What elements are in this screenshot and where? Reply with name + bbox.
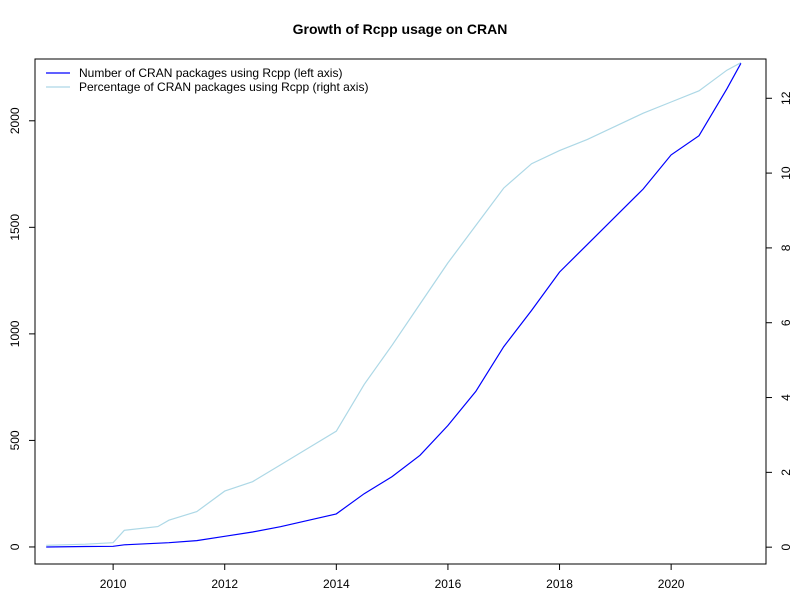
y-tick-label-right: 4 [779,394,793,401]
plot-frame [34,58,767,565]
y-tick-label-left: 2000 [8,107,22,134]
x-tick-label: 2018 [546,577,573,591]
x-tick-label: 2012 [211,577,238,591]
y-tick-label-right: 6 [779,319,793,326]
y-tick-label-right: 0 [779,544,793,551]
y-tick-label-right: 2 [779,469,793,476]
y-tick-label-left: 500 [8,430,22,450]
plot-lines [46,62,742,548]
x-tick-label: 2014 [323,577,350,591]
y-tick-label-right: 10 [779,166,793,180]
legend: Number of CRAN packages using Rcpp (left… [46,66,368,94]
y-axis-left: 0 500 1000 1500 2000 [8,107,35,550]
y-axis-right: 0 2 4 6 8 10 12 [766,91,793,551]
legend-label-0: Number of CRAN packages using Rcpp (left… [79,66,342,80]
x-tick-label: 2010 [100,577,127,591]
chart-title: Growth of Rcpp usage on CRAN [293,21,508,37]
x-tick-label: 2020 [658,577,685,591]
y-tick-label-left: 1500 [8,214,22,241]
series-line-1 [46,62,742,546]
y-tick-label-right: 12 [779,91,793,105]
x-tick-label: 2016 [435,577,462,591]
y-tick-label-left: 1000 [8,320,22,347]
y-tick-label-right: 8 [779,244,793,251]
y-tick-label-left: 0 [8,543,22,550]
series-line-0 [46,63,742,548]
legend-label-1: Percentage of CRAN packages using Rcpp (… [79,80,368,94]
x-axis: 2010 2012 2014 2016 2018 2020 [100,564,685,591]
